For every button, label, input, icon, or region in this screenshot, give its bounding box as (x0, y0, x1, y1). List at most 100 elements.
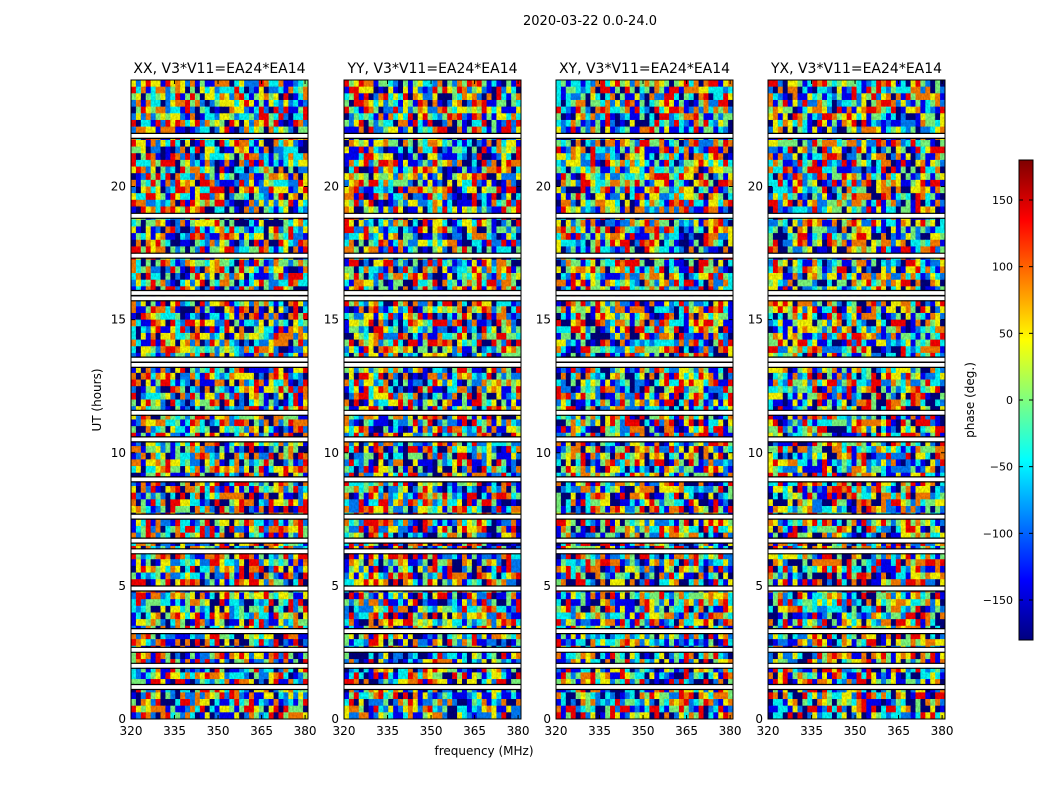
flagged-gap (768, 253, 945, 258)
x-tick-label: 320 (333, 724, 356, 738)
x-tick-label: 320 (545, 724, 568, 738)
x-tick-label: 380 (294, 724, 317, 738)
colorbar-label: phase (deg.) (963, 362, 977, 438)
flagged-gap (768, 647, 945, 652)
panel-0: XX, V3*V11=EA24*EA14 320 335 350 365 380 0 5 10 1… (111, 61, 317, 738)
panel-3: YX, V3*V11=EA24*EA14 320 335 350 365 380 0 5 10 1… (748, 61, 954, 738)
y-tick-label: 5 (543, 579, 551, 593)
flagged-gap (344, 291, 521, 295)
flagged-gap (556, 647, 733, 652)
y-tick-label: 0 (331, 712, 339, 726)
flagged-gap (131, 296, 308, 301)
colorbar-tick-label: 50 (999, 327, 1013, 340)
colorbar-tick-label: 150 (992, 194, 1013, 207)
y-tick-label: 10 (536, 446, 551, 460)
y-tick-label: 20 (748, 180, 763, 194)
colorbar-tick-label: −150 (983, 594, 1013, 607)
flagged-gap (344, 357, 521, 362)
y-tick-label: 20 (111, 180, 126, 194)
flagged-gap (344, 437, 521, 442)
flagged-gap (131, 663, 308, 668)
flagged-gap (556, 362, 733, 367)
x-tick-label: 350 (632, 724, 655, 738)
panel-title: XY, V3*V11=EA24*EA14 (559, 61, 730, 77)
panel-1: YY, V3*V11=EA24*EA14 320 335 350 365 380 0 5 10 1… (324, 61, 530, 738)
flagged-gap (556, 685, 733, 689)
flagged-gap (344, 253, 521, 258)
x-tick-label: 365 (463, 724, 486, 738)
flagged-gap (344, 663, 521, 668)
flagged-gap (131, 133, 308, 138)
y-tick-label: 5 (118, 579, 126, 593)
y-tick-label: 15 (536, 313, 551, 327)
flagged-gap (344, 647, 521, 652)
y-tick-label: 5 (755, 579, 763, 593)
y-axis-label: UT (hours) (90, 368, 104, 431)
x-tick-label: 320 (120, 724, 143, 738)
x-tick-label: 350 (207, 724, 230, 738)
flagged-gap (556, 213, 733, 218)
flagged-gap (556, 410, 733, 415)
heatmap-image (344, 80, 521, 719)
flagged-gap (768, 362, 945, 367)
flagged-gap (131, 549, 308, 554)
flagged-gap (556, 291, 733, 295)
y-tick-label: 15 (111, 313, 126, 327)
y-tick-label: 5 (331, 579, 339, 593)
flagged-gap (556, 549, 733, 554)
flagged-gap (556, 437, 733, 442)
flagged-gap (556, 253, 733, 258)
flagged-gap (131, 629, 308, 634)
y-tick-label: 10 (748, 446, 763, 460)
y-tick-label: 0 (118, 712, 126, 726)
flagged-gap (131, 685, 308, 689)
y-tick-label: 20 (536, 180, 551, 194)
flagged-gap (131, 410, 308, 415)
heatmap-image (768, 80, 945, 719)
colorbar-tick-label: 0 (1006, 394, 1013, 407)
flagged-gap (131, 514, 308, 519)
x-axis-label: frequency (MHz) (434, 744, 533, 758)
y-tick-label: 15 (324, 313, 339, 327)
flagged-gap (556, 663, 733, 668)
flagged-gap (768, 437, 945, 442)
flagged-gap (131, 362, 308, 367)
flagged-gap (556, 538, 733, 543)
flagged-gap (768, 410, 945, 415)
flagged-gap (344, 362, 521, 367)
flagged-gap (344, 133, 521, 138)
flagged-gap (344, 549, 521, 554)
flagged-gap (131, 253, 308, 258)
flagged-gap (344, 629, 521, 634)
flagged-gap (768, 296, 945, 301)
x-tick-label: 350 (420, 724, 443, 738)
y-tick-label: 10 (111, 446, 126, 460)
flagged-gap (768, 213, 945, 218)
colorbar-tick-label: −50 (990, 461, 1013, 474)
y-tick-label: 10 (324, 446, 339, 460)
flagged-gap (131, 437, 308, 442)
flagged-gap (344, 213, 521, 218)
flagged-gap (344, 296, 521, 301)
flagged-gap (768, 685, 945, 689)
flagged-gap (131, 213, 308, 218)
panel-title: YY, V3*V11=EA24*EA14 (346, 61, 517, 77)
x-tick-label: 365 (675, 724, 698, 738)
heatmap-image (556, 80, 733, 719)
flagged-gap (556, 477, 733, 482)
flagged-gap (556, 133, 733, 138)
flagged-gap (344, 586, 521, 591)
x-tick-label: 350 (844, 724, 867, 738)
flagged-gap (768, 549, 945, 554)
x-tick-label: 335 (163, 724, 186, 738)
x-tick-label: 365 (250, 724, 273, 738)
x-tick-label: 335 (800, 724, 823, 738)
flagged-gap (768, 629, 945, 634)
axes-frame (343, 79, 522, 720)
flagged-gap (768, 291, 945, 295)
x-tick-label: 380 (931, 724, 954, 738)
colorbar-tick-label: −100 (983, 527, 1013, 540)
colorbar-tick-label: 100 (992, 261, 1013, 274)
colorbar: 150 100 50 0 −50 −100 −150 phase (deg.) (963, 159, 1034, 641)
